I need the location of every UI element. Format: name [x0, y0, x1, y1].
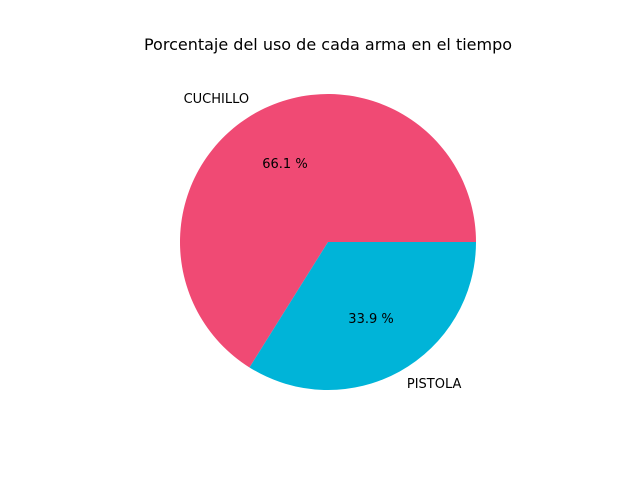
pie-labels: CUCHILLO 66.1 % PISTOLA 33.9 % — [184, 92, 462, 392]
slice-percent-pistola: 33.9 % — [348, 312, 393, 327]
chart-title: Porcentaje del uso de cada arma en el ti… — [144, 35, 512, 54]
pie-slices — [180, 94, 476, 391]
slice-label-cuchillo: CUCHILLO — [184, 92, 250, 107]
pie-slice-cuchillo — [180, 94, 476, 368]
slice-percent-cuchillo: 66.1 % — [262, 157, 307, 172]
pie-slice-pistola — [249, 242, 476, 391]
slice-label-pistola: PISTOLA — [407, 377, 462, 392]
